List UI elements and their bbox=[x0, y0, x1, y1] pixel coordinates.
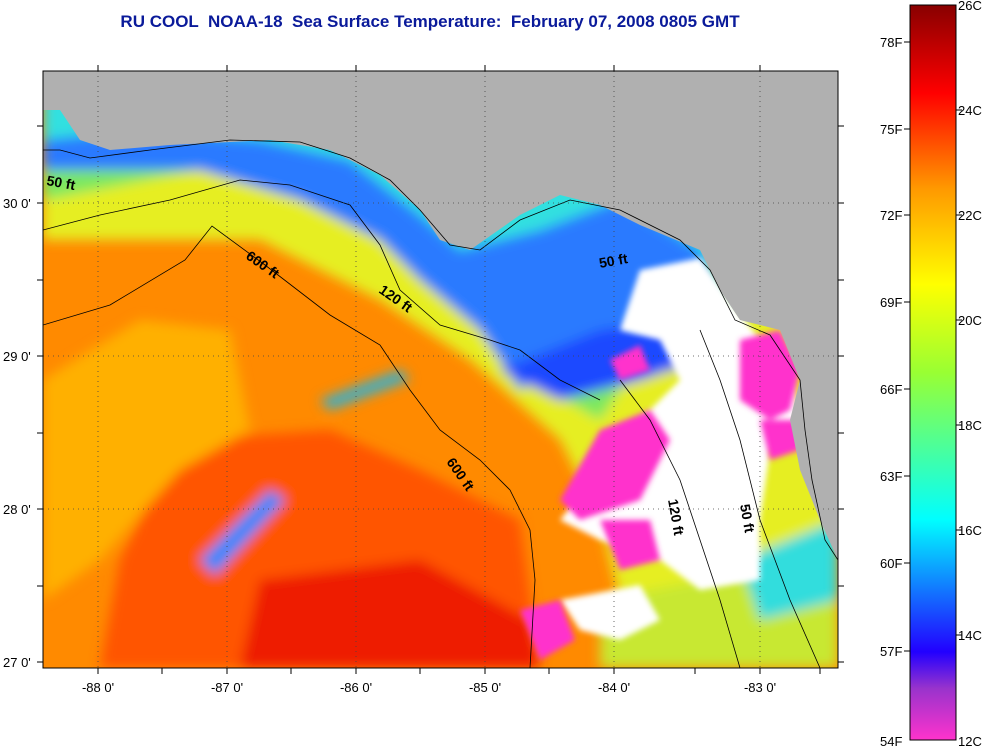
colorbar-f-label: 75F bbox=[880, 122, 902, 137]
lat-label: 29 0' bbox=[3, 349, 31, 364]
lat-label: 30 0' bbox=[3, 196, 31, 211]
contour-label: 50 ft bbox=[737, 503, 758, 534]
map-imagery bbox=[43, 71, 838, 668]
colorbar-f-label: 54F bbox=[880, 734, 902, 749]
colorbar-c-label: 20C bbox=[958, 313, 982, 328]
colorbar-c-label: 16C bbox=[958, 523, 982, 538]
land-mass bbox=[43, 71, 838, 560]
lat-label: 28 0' bbox=[3, 502, 31, 517]
lon-label: -86 0' bbox=[340, 680, 372, 695]
colorbar-f-label: 63F bbox=[880, 469, 902, 484]
colorbar-f-label: 69F bbox=[880, 295, 902, 310]
colorbar-f-label: 72F bbox=[880, 208, 902, 223]
lon-label: -83 0' bbox=[744, 680, 776, 695]
colorbar-f-label: 66F bbox=[880, 382, 902, 397]
lat-label: 27 0' bbox=[3, 655, 31, 670]
contour-label: 120 ft bbox=[665, 498, 687, 537]
lon-label: -84 0' bbox=[598, 680, 630, 695]
colorbar-c-label: 24C bbox=[958, 103, 982, 118]
lon-label: -85 0' bbox=[469, 680, 501, 695]
colorbar-f-label: 60F bbox=[880, 556, 902, 571]
lon-label: -87 0' bbox=[211, 680, 243, 695]
colorbar-c-label: 18C bbox=[958, 418, 982, 433]
colorbar-c-label: 14C bbox=[958, 628, 982, 643]
lon-label: -88 0' bbox=[82, 680, 114, 695]
contour-label: 50 ft bbox=[598, 250, 629, 271]
colorbar-c-label: 12C bbox=[958, 734, 982, 749]
colorbar-f-label: 78F bbox=[880, 35, 902, 50]
colorbar-c-label: 26C bbox=[958, 0, 982, 13]
contour-label: 50 ft bbox=[45, 172, 76, 193]
map-title: RU COOL NOAA-18 Sea Surface Temperature:… bbox=[120, 12, 740, 31]
colorbar-c-label: 22C bbox=[958, 208, 982, 223]
colorbar-f-label: 57F bbox=[880, 644, 902, 659]
temperature-colorbar: 78F 75F 72F 69F 66F 63F 60F 57F 54F 26C … bbox=[880, 0, 982, 749]
